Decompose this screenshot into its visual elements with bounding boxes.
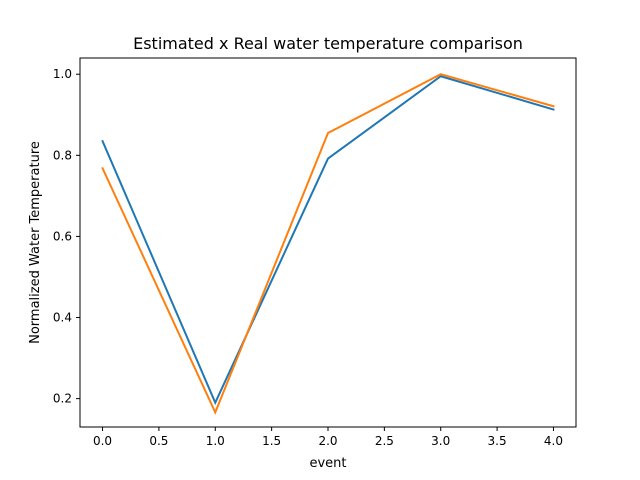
y-tick-label: 0.6 (53, 229, 72, 243)
x-tick-label: 0.0 (93, 434, 112, 448)
series-line-1 (101, 75, 555, 406)
series-layer (101, 73, 555, 415)
y-tick-label: 0.8 (53, 148, 72, 162)
y-tick-label: 0.2 (53, 392, 72, 406)
x-tick-label: 2.5 (375, 434, 394, 448)
x-tick-label: 4.0 (544, 434, 563, 448)
x-tick-label: 1.5 (262, 434, 281, 448)
plot-frame (79, 57, 577, 428)
y-tick-label: 0.4 (53, 311, 72, 325)
y-tick-label: 1.0 (53, 67, 72, 81)
y-axis: 0.2 0.4 0.6 0.8 1.0 (53, 67, 80, 406)
x-tick-label: 0.5 (149, 434, 168, 448)
x-tick-label: 3.5 (488, 434, 507, 448)
series-line-2 (101, 73, 555, 415)
x-axis-label: event (309, 456, 346, 471)
x-tick-label: 1.0 (206, 434, 225, 448)
x-axis: 0.0 0.5 1.0 1.5 2.0 2.5 3.0 3.5 4.0 (93, 427, 563, 448)
x-tick-label: 3.0 (431, 434, 450, 448)
x-tick-label: 2.0 (318, 434, 337, 448)
chart-title: Estimated x Real water temperature compa… (133, 34, 523, 53)
y-axis-label: Normalized Water Temperature (28, 141, 43, 344)
